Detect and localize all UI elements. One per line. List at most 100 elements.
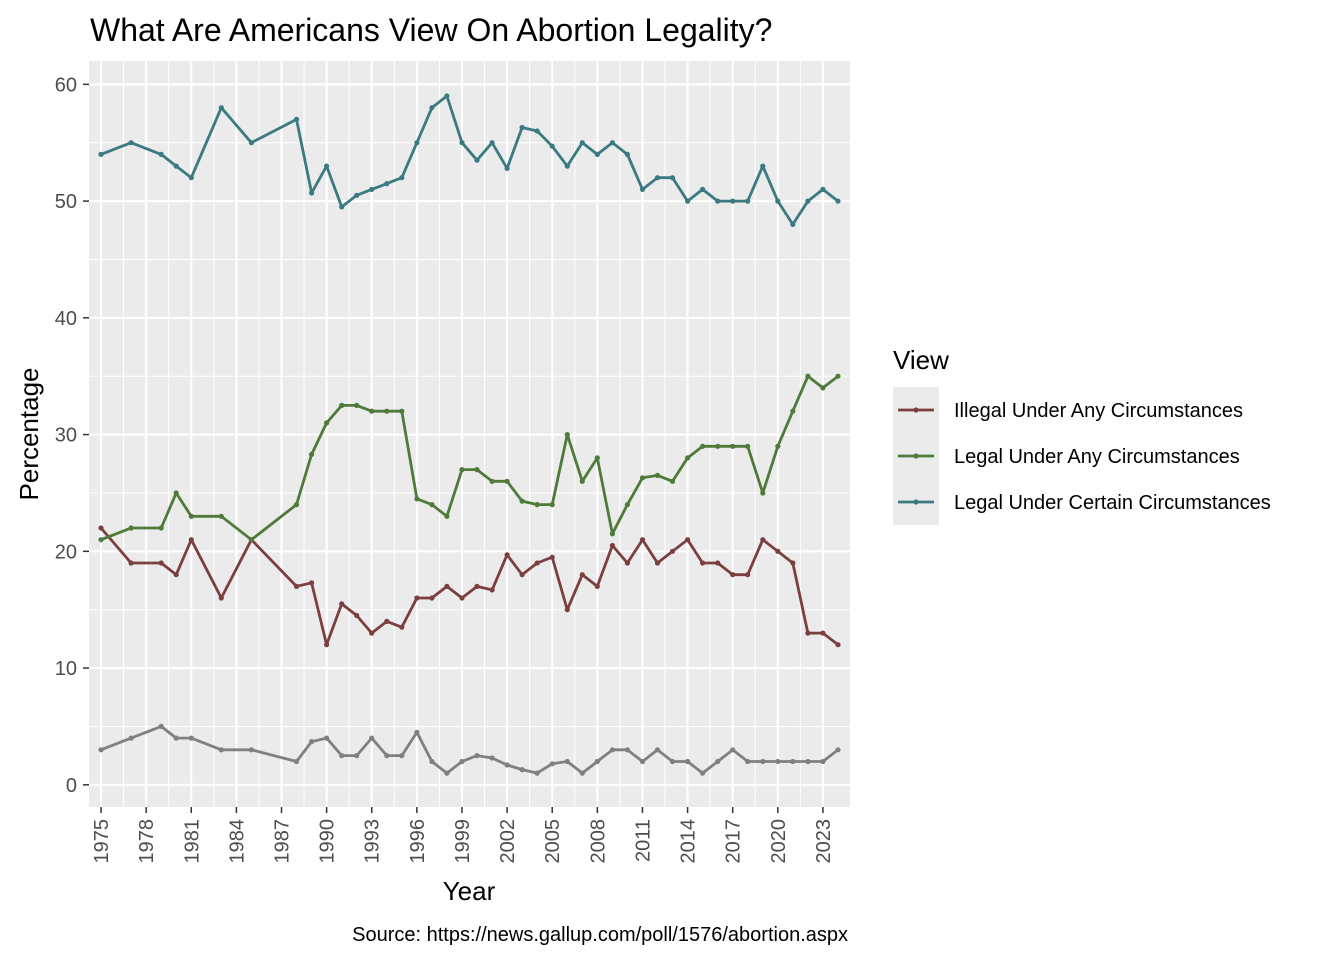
data-point bbox=[549, 143, 555, 149]
data-point bbox=[188, 175, 194, 181]
legend-key-point bbox=[913, 407, 919, 413]
data-point bbox=[519, 498, 525, 504]
data-point bbox=[309, 451, 315, 457]
data-point bbox=[760, 163, 766, 169]
data-point bbox=[715, 758, 721, 765]
data-point bbox=[519, 572, 525, 578]
legend-item: Legal Under Any Circumstances bbox=[893, 433, 1240, 479]
data-point bbox=[459, 467, 465, 473]
data-point bbox=[324, 163, 330, 169]
x-tick-label: 1996 bbox=[407, 819, 429, 864]
x-tick-label: 1975 bbox=[91, 819, 113, 864]
data-point bbox=[293, 116, 300, 122]
series bbox=[98, 93, 841, 227]
data-point bbox=[519, 124, 525, 131]
x-tick-label: 2014 bbox=[678, 819, 700, 864]
data-point bbox=[128, 735, 134, 741]
data-point bbox=[549, 761, 555, 767]
series bbox=[98, 723, 841, 776]
data-point bbox=[98, 151, 104, 157]
series-line bbox=[100, 725, 839, 775]
x-tick-label: 1978 bbox=[136, 819, 158, 864]
data-point bbox=[609, 542, 616, 549]
data-point bbox=[760, 758, 766, 765]
y-axis-title: Percentage bbox=[14, 368, 44, 501]
data-point bbox=[805, 198, 811, 204]
x-tick-label: 1984 bbox=[226, 819, 248, 864]
data-point bbox=[474, 583, 480, 590]
data-point bbox=[835, 642, 841, 648]
data-point bbox=[730, 198, 736, 204]
data-point bbox=[685, 537, 691, 543]
x-tick-label: 2011 bbox=[632, 819, 654, 862]
data-point bbox=[414, 140, 420, 146]
data-point bbox=[715, 198, 721, 204]
x-tick-label: 1990 bbox=[317, 819, 339, 864]
data-point bbox=[654, 747, 661, 753]
data-point bbox=[399, 408, 405, 414]
data-point bbox=[173, 163, 179, 169]
data-point bbox=[429, 595, 435, 601]
data-point bbox=[775, 443, 781, 449]
data-point bbox=[218, 747, 224, 753]
data-point bbox=[639, 186, 646, 192]
data-point bbox=[654, 175, 661, 181]
data-point bbox=[158, 151, 164, 157]
data-point bbox=[624, 560, 631, 566]
data-point bbox=[354, 612, 360, 619]
data-point bbox=[564, 163, 570, 169]
data-point bbox=[624, 747, 631, 753]
data-point bbox=[745, 198, 751, 204]
data-point bbox=[579, 478, 585, 484]
data-point bbox=[504, 762, 510, 768]
data-point bbox=[534, 560, 540, 566]
data-point bbox=[504, 478, 510, 484]
data-point bbox=[218, 595, 224, 601]
legend: View Illegal Under Any Circumstances Lega… bbox=[893, 345, 1271, 525]
data-point bbox=[384, 408, 390, 414]
data-point bbox=[399, 175, 405, 181]
data-point bbox=[760, 490, 766, 496]
data-point bbox=[639, 475, 646, 481]
x-tick-label: 2020 bbox=[768, 819, 790, 864]
data-point bbox=[820, 758, 826, 765]
data-point bbox=[669, 758, 676, 765]
data-point bbox=[730, 572, 736, 578]
data-point bbox=[549, 554, 555, 560]
data-point bbox=[654, 560, 661, 566]
data-point bbox=[745, 758, 751, 765]
data-point bbox=[173, 490, 179, 496]
data-point bbox=[820, 385, 826, 391]
data-point bbox=[805, 373, 811, 379]
x-tick-label: 1999 bbox=[452, 819, 474, 864]
data-point bbox=[414, 729, 420, 735]
y-tick-label: 0 bbox=[66, 775, 77, 797]
data-point bbox=[805, 630, 811, 636]
legend-key-point bbox=[913, 453, 919, 459]
data-point bbox=[429, 758, 435, 765]
data-point bbox=[188, 735, 194, 741]
data-point bbox=[700, 770, 706, 776]
data-point bbox=[309, 739, 315, 745]
data-point bbox=[730, 443, 736, 449]
data-point bbox=[609, 531, 616, 537]
data-point bbox=[324, 735, 330, 741]
data-point bbox=[158, 525, 164, 531]
data-point bbox=[444, 93, 450, 99]
data-point bbox=[339, 204, 345, 210]
data-point bbox=[730, 747, 736, 753]
data-point bbox=[293, 758, 300, 765]
data-point bbox=[835, 747, 841, 753]
data-point bbox=[564, 758, 570, 765]
data-point bbox=[534, 502, 540, 508]
data-point bbox=[715, 560, 721, 566]
data-point bbox=[188, 513, 194, 519]
data-point bbox=[700, 560, 706, 566]
data-point bbox=[805, 758, 811, 765]
data-point bbox=[128, 525, 134, 531]
data-point bbox=[790, 560, 796, 566]
x-axis-title: Year bbox=[443, 876, 496, 906]
data-point bbox=[790, 758, 796, 765]
data-point bbox=[549, 502, 555, 508]
